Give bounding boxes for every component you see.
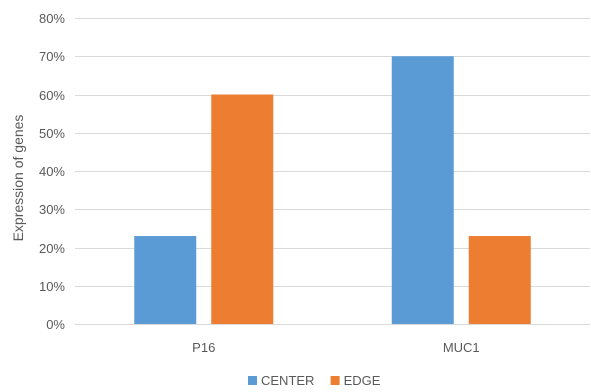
y-tick-label: 40% xyxy=(39,164,65,179)
y-tick-label: 50% xyxy=(39,126,65,141)
y-tick-label: 0% xyxy=(46,317,65,332)
x-axis-categories: P16 MUC1 xyxy=(192,340,479,355)
bar-center-muc1 xyxy=(391,56,454,324)
y-tick-label: 10% xyxy=(39,279,65,294)
x-category-label: P16 xyxy=(192,340,215,355)
legend-swatch-edge xyxy=(330,376,340,385)
y-tick-label: 20% xyxy=(39,241,65,256)
y-axis-title: Expression of genes xyxy=(10,115,26,242)
x-category-label: MUC1 xyxy=(443,340,480,355)
y-tick-label: 60% xyxy=(39,88,65,103)
bar-edge-p16 xyxy=(211,94,274,324)
y-tick-label: 30% xyxy=(39,202,65,217)
legend-swatch-center xyxy=(248,376,257,385)
bar-center-p16 xyxy=(134,236,197,324)
y-tick-label: 80% xyxy=(39,11,65,26)
legend-label-edge: EDGE xyxy=(344,373,381,388)
y-tick-label: 70% xyxy=(39,49,65,64)
y-axis-ticks: 0% 10% 20% 30% 40% 50% 60% 70% 80% xyxy=(39,11,65,332)
bar-edge-muc1 xyxy=(468,236,531,324)
bars xyxy=(134,56,531,324)
legend-label-center: CENTER xyxy=(261,373,314,388)
legend: CENTER EDGE xyxy=(248,373,381,388)
